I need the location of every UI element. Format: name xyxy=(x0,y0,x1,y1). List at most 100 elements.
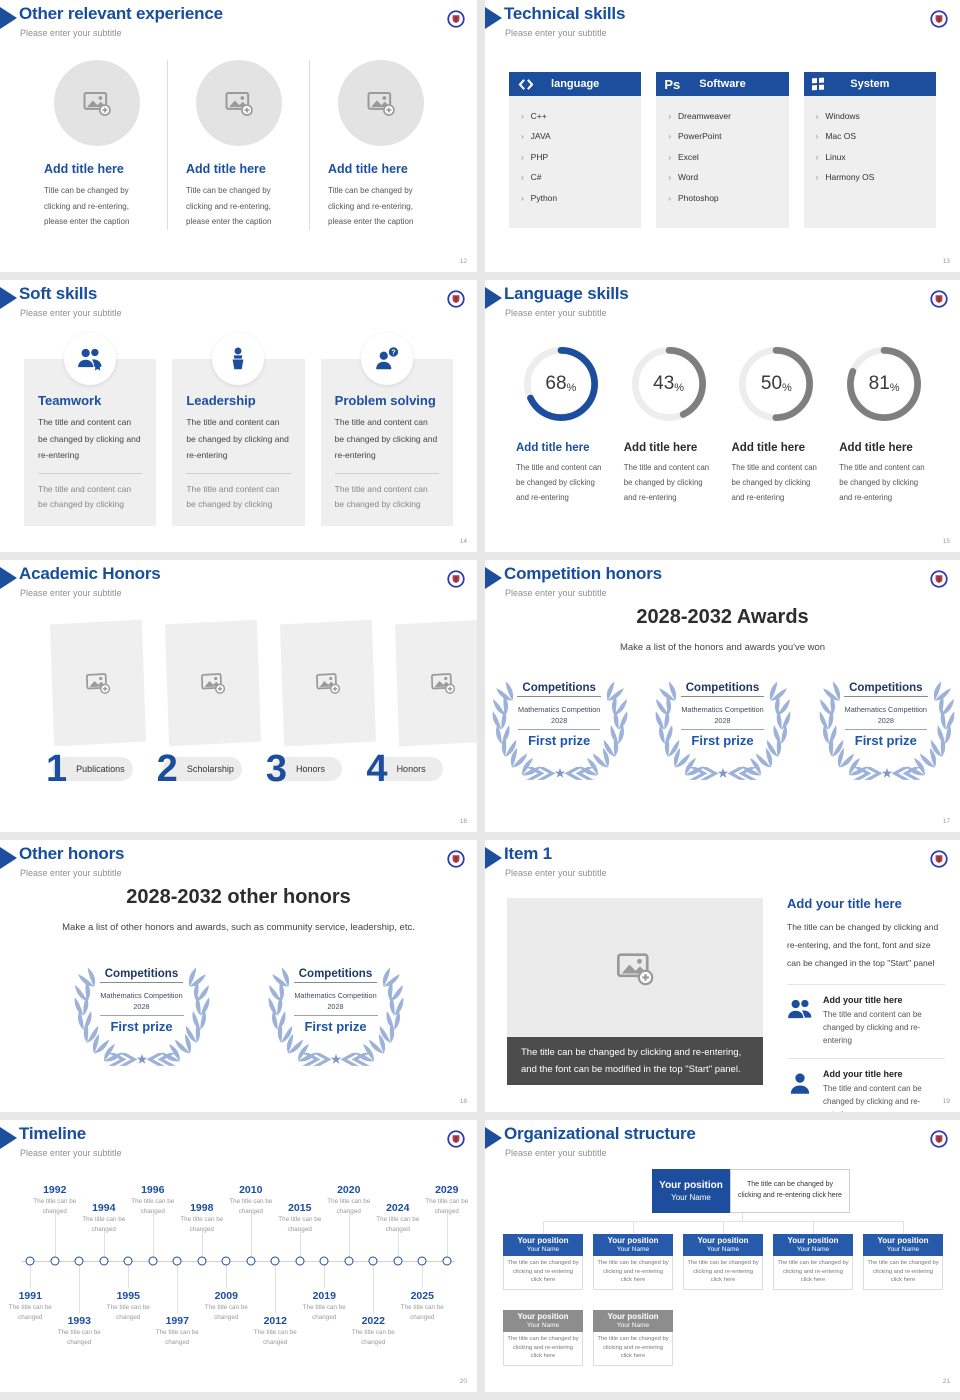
add-image-icon xyxy=(316,672,341,695)
badge-prize: First prize xyxy=(691,733,754,748)
badge-year: 2028 xyxy=(714,716,731,725)
panel-title: Software xyxy=(699,78,746,90)
person-icon xyxy=(787,1069,813,1112)
slide-soft-skills[interactable]: Soft skills Please enter your subtitle T… xyxy=(0,280,477,552)
honor-labels: 1 Publications 2 Scholarship 3 Honors 4 … xyxy=(46,748,443,790)
award-badge: Competitions Mathematics Competition 202… xyxy=(67,964,217,1068)
sub-item: Add your title here The title and conten… xyxy=(787,983,945,1048)
award-badge: Competitions Mathematics Competition 202… xyxy=(261,964,411,1068)
timeline-node-dot xyxy=(270,1256,280,1266)
page-number: 14 xyxy=(459,538,467,545)
badge-prize: First prize xyxy=(304,1019,367,1034)
badge-title: Competitions xyxy=(812,682,960,697)
slide-technical-skills[interactable]: Technical skills Please enter your subti… xyxy=(485,0,960,272)
title-arrow-icon xyxy=(0,1127,17,1149)
item-title: Add title here xyxy=(44,162,124,176)
title-arrow-icon xyxy=(0,7,17,29)
photoshop-icon: Ps xyxy=(664,76,681,92)
image-block: The title can be changed by clicking and… xyxy=(507,898,763,1086)
column-body: The title can be changed by clicking and… xyxy=(787,922,939,968)
add-image-icon xyxy=(367,92,395,117)
badge-event: Mathematics Competition xyxy=(518,705,601,714)
item-caption: Title can be changed by clicking and re-… xyxy=(44,186,130,227)
slide-academic-honors[interactable]: Academic Honors Please enter your subtit… xyxy=(0,560,477,832)
item-title: Add title here xyxy=(731,442,805,454)
skill-item: C++ xyxy=(521,106,641,126)
teamwork-icon xyxy=(64,333,117,385)
slide-subtitle: Please enter your subtitle xyxy=(505,308,607,318)
skill-item: Harmony OS xyxy=(816,167,936,187)
slide-subtitle: Please enter your subtitle xyxy=(20,1148,122,1158)
divider xyxy=(99,1015,184,1016)
org-connector xyxy=(633,1221,634,1234)
sub-item: Add your title here The title and conten… xyxy=(787,1058,945,1112)
slide-subtitle: Please enter your subtitle xyxy=(20,868,122,878)
skill-panel-software: Ps Software Dreamweaver PowerPoint Excel… xyxy=(656,72,789,228)
slide-organizational-structure[interactable]: Organizational structure Please enter yo… xyxy=(485,1120,960,1392)
language-item: 81% Add title here The title and content… xyxy=(836,342,932,506)
skill-list: C++ JAVA PHP C# Python xyxy=(509,96,642,228)
leadership-icon xyxy=(212,333,265,385)
soft-skill-card: Leadership The title and content can be … xyxy=(172,333,305,527)
slide-competition-honors[interactable]: Competition honors Please enter your sub… xyxy=(485,560,960,832)
timeline-event: 2025 The title can be changed xyxy=(401,1178,444,1358)
skill-panel-language: language C++ JAVA PHP C# Python xyxy=(509,72,642,228)
image-placeholder xyxy=(164,619,262,747)
title-arrow-icon xyxy=(485,567,502,589)
item-title: Add title here xyxy=(623,442,698,454)
title-arrow-icon xyxy=(0,847,17,869)
skill-panel-system: System Windows Mac OS Linux Harmony OS xyxy=(803,72,936,228)
award-badge: Competitions Mathematics Competition 202… xyxy=(812,678,960,782)
badge-event: Mathematics Competition xyxy=(100,991,183,1000)
skill-item: PowerPoint xyxy=(668,126,788,146)
percent-value: 43% xyxy=(653,373,685,394)
donut-chart: 81% xyxy=(842,342,926,426)
school-logo-icon xyxy=(930,290,948,308)
timeline-event: 2024 The title can be changed xyxy=(376,1178,419,1358)
add-image-icon xyxy=(201,672,226,695)
image-placeholder xyxy=(394,619,477,747)
badge-year: 2028 xyxy=(877,716,894,725)
slide-title: Timeline xyxy=(19,1124,87,1143)
divider xyxy=(38,472,143,474)
image-placeholder xyxy=(279,619,377,747)
image-placeholder xyxy=(337,60,424,146)
timeline-event: 1994 The title can be changed xyxy=(82,1178,125,1358)
skill-item: Windows xyxy=(816,106,936,126)
timeline-event: 2029 The title can be changed xyxy=(425,1178,468,1358)
panel-header: System xyxy=(803,72,936,96)
percent-value: 81% xyxy=(868,373,900,394)
panel-header: language xyxy=(509,72,642,96)
skill-list: Dreamweaver PowerPoint Excel Word Photos… xyxy=(656,96,789,228)
item-caption: Title can be changed by clicking and re-… xyxy=(328,186,414,227)
divider xyxy=(334,472,439,474)
svg-text:?: ? xyxy=(391,350,395,357)
timeline-node-dot xyxy=(417,1256,427,1266)
slide-item-1[interactable]: Item 1 Please enter your subtitle The ti… xyxy=(485,840,960,1112)
page-number: 16 xyxy=(459,818,467,825)
timeline-event: 1997 The title can be changed xyxy=(156,1178,199,1358)
org-node: Your position Your Name The title can be … xyxy=(773,1234,853,1291)
slide-timeline[interactable]: Timeline Please enter your subtitle 1991… xyxy=(0,1120,477,1392)
skill-item: Mac OS xyxy=(816,126,936,146)
add-image-icon xyxy=(431,672,456,695)
item-body: The title and content can be changed by … xyxy=(731,463,817,503)
item-caption: Title can be changed by clicking and re-… xyxy=(186,186,272,227)
badge-title: Competitions xyxy=(261,968,411,983)
page-number: 21 xyxy=(942,1378,950,1385)
timeline-node-dot xyxy=(393,1256,403,1266)
slide-title: Organizational structure xyxy=(504,1124,696,1143)
item-number: 3 xyxy=(265,748,287,790)
skill-item: Excel xyxy=(668,147,788,167)
card-title: Leadership xyxy=(186,393,256,408)
skill-item: Python xyxy=(521,188,641,208)
slide-title: Technical skills xyxy=(504,4,626,23)
skill-list: Windows Mac OS Linux Harmony OS xyxy=(803,96,936,228)
page-number: 17 xyxy=(942,818,950,825)
donut-chart: 68% xyxy=(519,342,603,426)
slide-other-relevant-experience[interactable]: Other relevant experience Please enter y… xyxy=(0,0,477,272)
slide-other-honors[interactable]: Other honors Please enter your subtitle … xyxy=(0,840,477,1112)
experience-item: Add title here Title can be changed by c… xyxy=(309,60,451,230)
slide-language-skills[interactable]: Language skills Please enter your subtit… xyxy=(485,280,960,552)
